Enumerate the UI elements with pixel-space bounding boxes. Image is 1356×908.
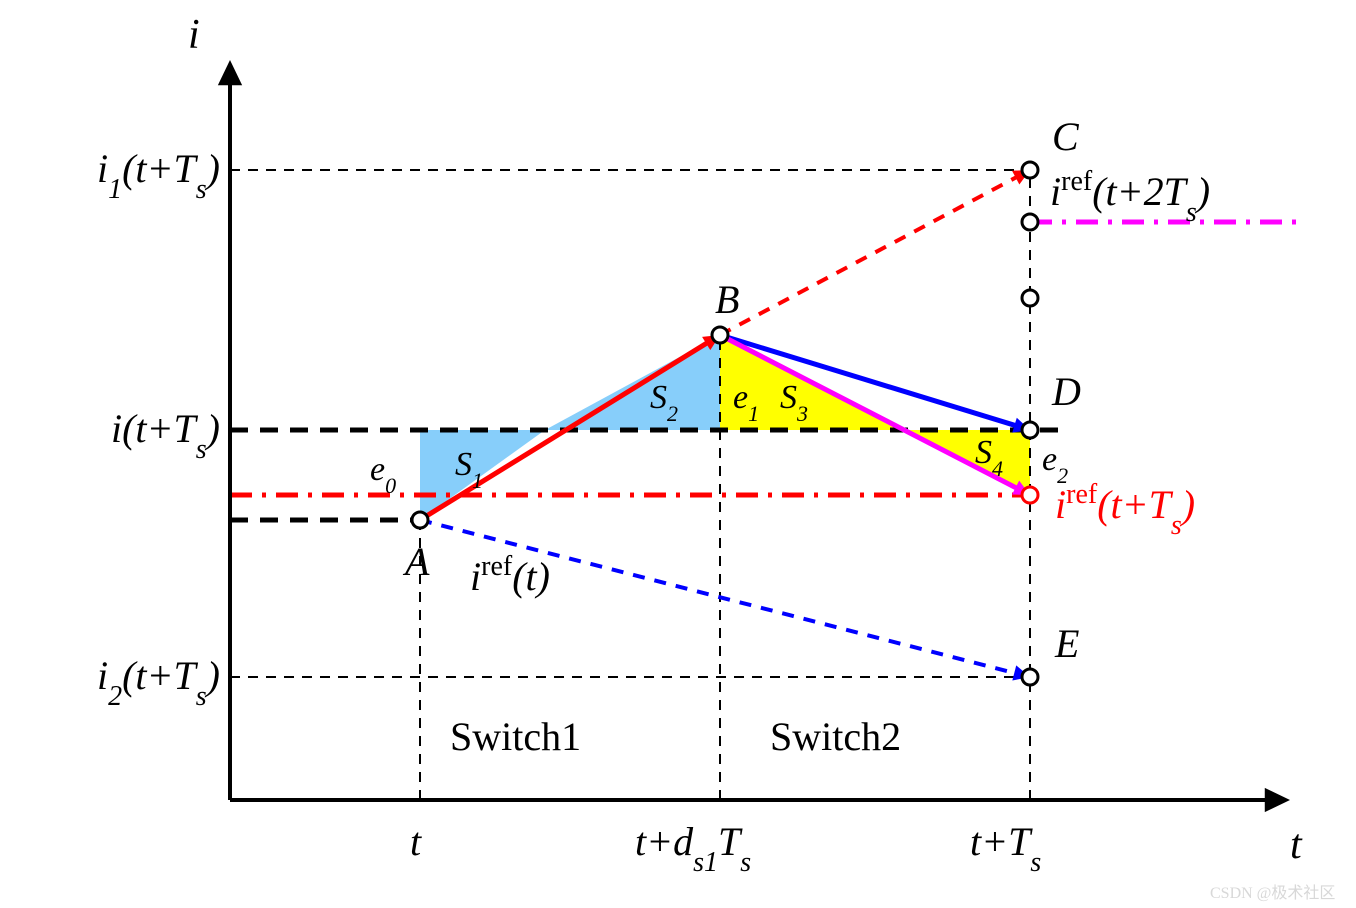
point-refTs	[1022, 487, 1038, 503]
svg-text:i1(t+Ts): i1(t+Ts)	[97, 146, 220, 205]
point-E	[1022, 669, 1038, 685]
point-D	[1022, 422, 1038, 438]
svg-text:Switch2: Switch2	[770, 714, 901, 759]
svg-text:E: E	[1054, 621, 1079, 666]
svg-text:C: C	[1052, 114, 1080, 159]
svg-text:e2: e2	[1042, 441, 1068, 488]
svg-text:i(t+Ts): i(t+Ts)	[111, 406, 220, 465]
point-A	[412, 512, 428, 528]
svg-text:A: A	[402, 539, 430, 584]
svg-text:t: t	[1290, 822, 1303, 868]
svg-text:Switch1: Switch1	[450, 714, 581, 759]
point-B	[712, 327, 728, 343]
svg-text:e0: e0	[370, 451, 396, 498]
svg-text:iref(t+2Ts): iref(t+2Ts)	[1050, 166, 1210, 228]
svg-text:iref(t+Ts): iref(t+Ts)	[1055, 479, 1195, 541]
point-C	[1022, 162, 1038, 178]
svg-text:t+Ts: t+Ts	[970, 819, 1041, 878]
svg-text:i2(t+Ts): i2(t+Ts)	[97, 653, 220, 712]
svg-text:CSDN @极术社区: CSDN @极术社区	[1210, 884, 1335, 902]
svg-text:D: D	[1051, 369, 1081, 414]
point-mid2	[1022, 290, 1038, 306]
svg-text:iref(t): iref(t)	[470, 551, 550, 600]
svg-text:i: i	[188, 12, 200, 58]
svg-text:t+ds1Ts: t+ds1Ts	[635, 819, 751, 878]
svg-text:t: t	[410, 819, 422, 864]
svg-text:B: B	[715, 277, 739, 322]
point-iref2	[1022, 214, 1038, 230]
